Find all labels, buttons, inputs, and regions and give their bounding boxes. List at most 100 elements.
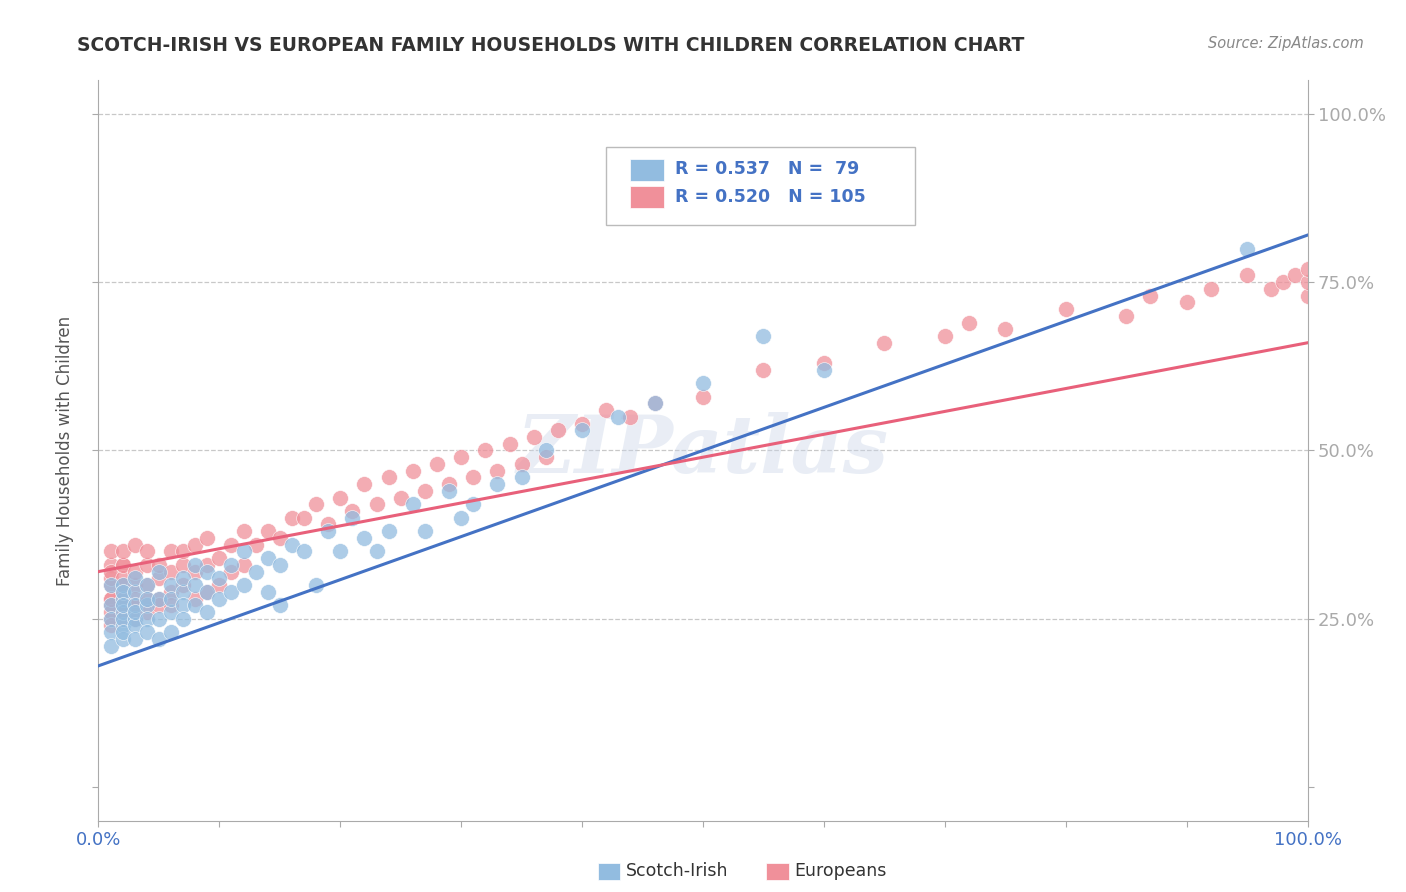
Point bbox=[571, 423, 593, 437]
Point bbox=[377, 470, 399, 484]
Point bbox=[195, 558, 218, 572]
Point bbox=[100, 612, 122, 626]
Point bbox=[124, 618, 146, 632]
Point bbox=[437, 483, 460, 498]
Point bbox=[111, 584, 134, 599]
Point bbox=[172, 558, 194, 572]
Point bbox=[100, 599, 122, 613]
Point bbox=[124, 591, 146, 606]
Point bbox=[160, 544, 183, 558]
Point bbox=[124, 578, 146, 592]
Point bbox=[208, 571, 231, 585]
Bar bbox=[630, 159, 664, 181]
Point bbox=[366, 544, 388, 558]
Point bbox=[111, 625, 134, 640]
Text: SCOTCH-IRISH VS EUROPEAN FAMILY HOUSEHOLDS WITH CHILDREN CORRELATION CHART: SCOTCH-IRISH VS EUROPEAN FAMILY HOUSEHOL… bbox=[77, 36, 1025, 54]
Point bbox=[752, 329, 775, 343]
Point bbox=[486, 477, 509, 491]
Point bbox=[111, 591, 134, 606]
Point bbox=[353, 531, 375, 545]
Point bbox=[124, 599, 146, 613]
Point bbox=[111, 612, 134, 626]
Point bbox=[221, 565, 243, 579]
Y-axis label: Family Households with Children: Family Households with Children bbox=[56, 316, 75, 585]
Point bbox=[111, 599, 134, 613]
Point bbox=[100, 618, 122, 632]
Point bbox=[111, 558, 134, 572]
Point bbox=[221, 558, 243, 572]
Text: Scotch-Irish: Scotch-Irish bbox=[626, 863, 728, 880]
Point bbox=[100, 605, 122, 619]
Point bbox=[172, 544, 194, 558]
Point bbox=[135, 591, 157, 606]
Point bbox=[281, 538, 304, 552]
Point bbox=[329, 544, 352, 558]
Point bbox=[172, 578, 194, 592]
Point bbox=[402, 497, 425, 511]
Point bbox=[316, 517, 339, 532]
Point bbox=[124, 599, 146, 613]
Point bbox=[195, 584, 218, 599]
Text: Source: ZipAtlas.com: Source: ZipAtlas.com bbox=[1208, 36, 1364, 51]
Point bbox=[353, 477, 375, 491]
Point bbox=[644, 396, 666, 410]
Point bbox=[813, 362, 835, 376]
Point bbox=[100, 639, 122, 653]
Point bbox=[100, 591, 122, 606]
Point bbox=[111, 612, 134, 626]
Point bbox=[1296, 288, 1319, 302]
Point bbox=[463, 470, 485, 484]
Point bbox=[135, 578, 157, 592]
Point bbox=[124, 538, 146, 552]
Point bbox=[100, 625, 122, 640]
Point bbox=[135, 558, 157, 572]
Point bbox=[873, 335, 896, 350]
Point bbox=[1175, 295, 1198, 310]
Point bbox=[523, 430, 546, 444]
Point bbox=[329, 491, 352, 505]
FancyBboxPatch shape bbox=[606, 147, 915, 225]
Point bbox=[100, 612, 122, 626]
Point bbox=[534, 450, 557, 465]
Point bbox=[124, 612, 146, 626]
Point bbox=[172, 612, 194, 626]
Point bbox=[1054, 302, 1077, 317]
Point bbox=[184, 558, 207, 572]
Point bbox=[256, 551, 278, 566]
Point bbox=[184, 538, 207, 552]
Point bbox=[100, 578, 122, 592]
Point bbox=[450, 510, 472, 524]
Point bbox=[148, 599, 170, 613]
Point bbox=[195, 531, 218, 545]
Point bbox=[111, 599, 134, 613]
Point bbox=[474, 443, 496, 458]
Point bbox=[195, 584, 218, 599]
Point bbox=[208, 551, 231, 566]
Point bbox=[135, 599, 157, 613]
Point bbox=[111, 578, 134, 592]
Point bbox=[111, 571, 134, 585]
Point bbox=[232, 544, 254, 558]
Point bbox=[184, 591, 207, 606]
Point bbox=[498, 436, 520, 450]
Point bbox=[111, 599, 134, 613]
Point bbox=[111, 632, 134, 646]
Point bbox=[607, 409, 630, 424]
Point bbox=[160, 605, 183, 619]
Point bbox=[281, 510, 304, 524]
Point bbox=[366, 497, 388, 511]
Point bbox=[342, 510, 364, 524]
Point bbox=[160, 625, 183, 640]
Bar bbox=[630, 186, 664, 209]
Point bbox=[148, 571, 170, 585]
Point bbox=[377, 524, 399, 539]
Point bbox=[172, 584, 194, 599]
Point bbox=[124, 632, 146, 646]
Point bbox=[100, 578, 122, 592]
Point bbox=[148, 565, 170, 579]
Point bbox=[256, 584, 278, 599]
Point bbox=[1296, 261, 1319, 276]
Point bbox=[111, 578, 134, 592]
Text: R = 0.520   N = 105: R = 0.520 N = 105 bbox=[675, 187, 866, 205]
Point bbox=[100, 571, 122, 585]
